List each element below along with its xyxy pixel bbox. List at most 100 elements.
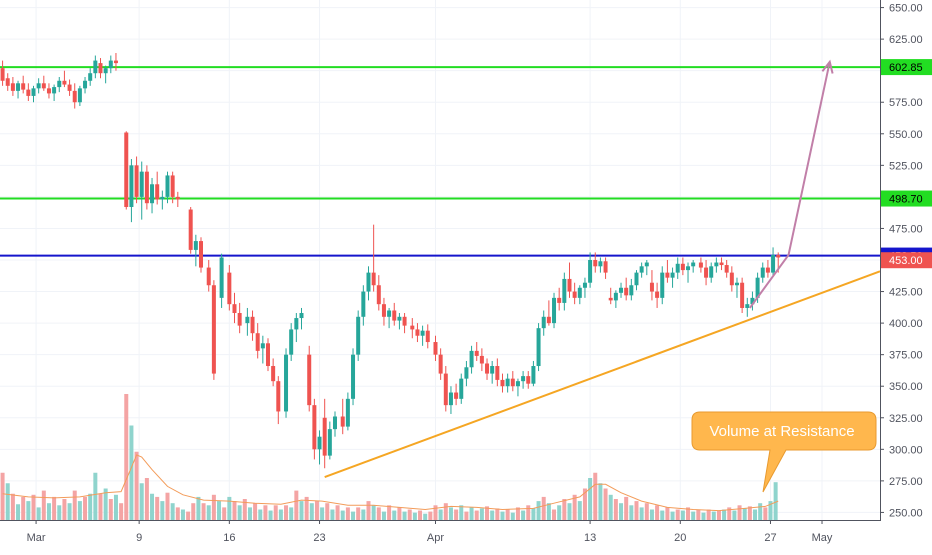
candle-body — [36, 83, 41, 89]
y-tick-label: 475.00 — [889, 223, 923, 235]
volume-bar — [485, 506, 490, 520]
candle-body — [588, 260, 593, 283]
volume-bar — [438, 509, 443, 520]
candle-body — [740, 282, 745, 308]
volume-bar — [124, 394, 129, 520]
volume-bar — [459, 505, 464, 520]
x-tick-label: 20 — [674, 532, 686, 544]
candle-body — [41, 83, 46, 89]
candle-body — [745, 304, 750, 308]
candle-body — [307, 354, 312, 406]
volume-bar — [41, 490, 46, 520]
candle-body — [714, 262, 719, 267]
candle-body — [376, 285, 381, 305]
candle-body — [57, 80, 62, 88]
volume-bar — [675, 509, 680, 520]
candle-body — [322, 417, 327, 456]
volume-bar — [598, 483, 603, 520]
y-tick-label: 350.00 — [889, 381, 923, 393]
candle-body — [88, 73, 93, 81]
candle-body — [505, 378, 510, 387]
candle-body — [165, 175, 170, 197]
y-tick-label: 425.00 — [889, 287, 923, 299]
volume-bar — [613, 499, 618, 520]
volume-bar — [402, 511, 407, 520]
candle-body — [750, 297, 755, 305]
volume-bar — [701, 512, 706, 520]
volume-bar — [263, 505, 268, 520]
candle-body — [629, 285, 634, 296]
candle-body — [227, 272, 232, 305]
volume-bar — [619, 503, 624, 520]
candle-body — [232, 304, 237, 314]
candle-body — [284, 354, 289, 412]
level-price-label: 602.85 — [889, 62, 923, 74]
candle-body — [312, 405, 317, 450]
candle-body — [340, 416, 345, 427]
candle-body — [129, 165, 134, 207]
candle-body — [397, 316, 402, 321]
volume-bar — [119, 503, 124, 520]
candle-body — [299, 313, 304, 319]
volume-bar — [557, 505, 562, 520]
volume-bar — [0, 472, 5, 520]
volume-bar — [93, 472, 98, 520]
candle-body — [771, 254, 776, 273]
x-tick-label: 27 — [764, 532, 776, 544]
candle-body — [500, 379, 505, 387]
volume-bar — [351, 511, 356, 520]
x-tick-label: Apr — [427, 532, 444, 544]
volume-bar — [103, 488, 108, 520]
volume-bar — [624, 496, 629, 520]
x-tick-label: 9 — [136, 532, 142, 544]
candle-body — [552, 297, 557, 324]
candle-body — [356, 316, 361, 355]
candle-body — [760, 267, 765, 278]
volume-bar — [314, 501, 319, 520]
candle-body — [709, 266, 714, 278]
candle-body — [139, 171, 144, 197]
volume-bar — [387, 505, 392, 520]
volume-bar — [747, 506, 752, 520]
candle-body — [724, 265, 729, 273]
candle-body — [454, 392, 459, 399]
candle-body — [124, 132, 129, 207]
callout-text: Volume at Resistance — [709, 423, 854, 440]
volume-bar — [686, 507, 691, 520]
candle-body — [134, 165, 139, 197]
candle-body — [260, 343, 265, 349]
volume-bar — [577, 501, 582, 520]
candle-body — [83, 80, 88, 89]
volume-bar — [309, 503, 314, 520]
volume-bars — [0, 394, 778, 520]
candle-body — [5, 78, 10, 86]
volume-bar — [371, 505, 376, 520]
candle-body — [541, 316, 546, 329]
candle-body — [245, 316, 250, 324]
candle-body — [598, 261, 603, 267]
volume-bar — [742, 508, 747, 520]
x-tick-label: 23 — [313, 532, 325, 544]
candles — [0, 53, 781, 469]
volume-bar — [278, 509, 283, 520]
volume-bar — [407, 509, 412, 520]
volume-bar — [479, 508, 484, 520]
volume-bar — [155, 496, 160, 520]
candle-body — [660, 272, 665, 298]
candle-body — [150, 184, 155, 204]
candle-body — [644, 262, 649, 267]
candle-body — [276, 381, 281, 412]
volume-bar — [57, 505, 62, 520]
volume-bar — [88, 493, 93, 520]
candle-body — [26, 89, 31, 96]
candle-body — [160, 196, 165, 200]
trendline-group — [324, 270, 881, 479]
volume-bar — [108, 499, 113, 520]
candle-body — [46, 88, 51, 94]
volume-bar — [381, 511, 386, 520]
last-price-tag — [881, 252, 932, 269]
volume-bar — [258, 509, 263, 520]
volume-bar — [345, 507, 350, 520]
volume-bar — [397, 507, 402, 520]
candle-body — [31, 88, 36, 96]
